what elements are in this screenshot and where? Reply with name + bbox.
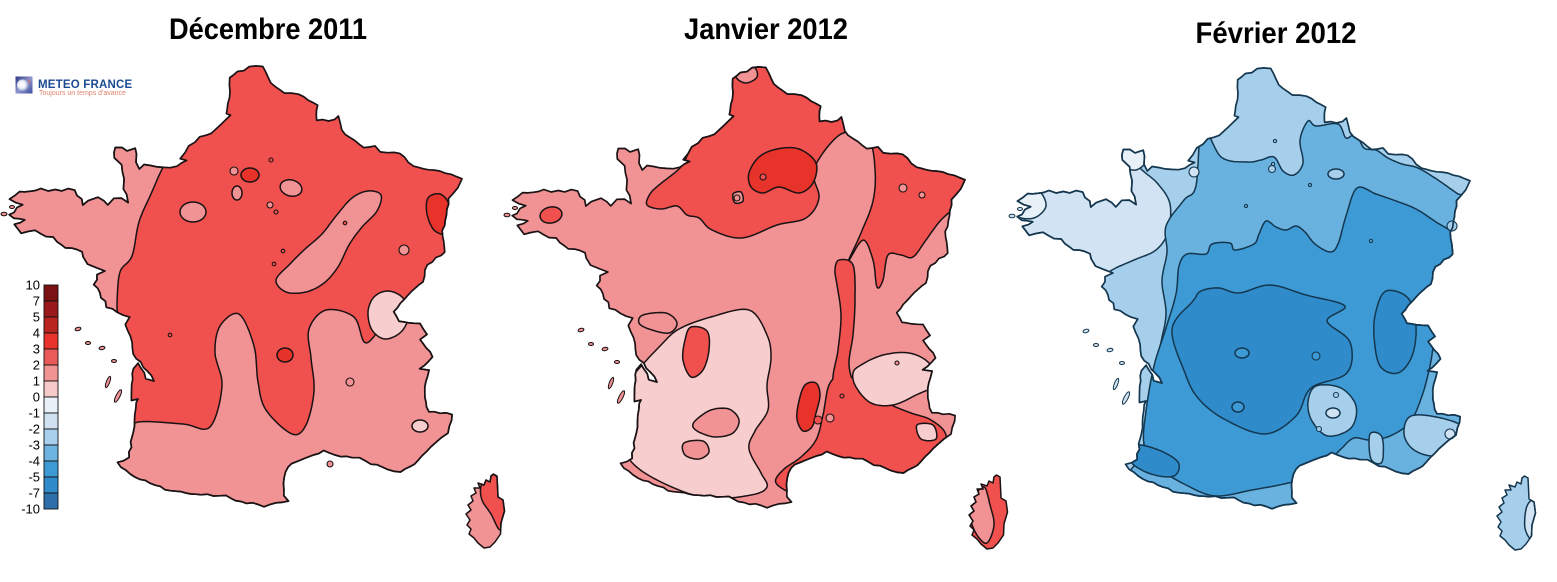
svg-text:Décembre 2011: Décembre 2011 — [169, 13, 367, 46]
svg-text:Toujours un temps d'avance: Toujours un temps d'avance — [39, 90, 126, 97]
svg-text:-2: -2 — [28, 422, 40, 437]
svg-text:METEO FRANCE: METEO FRANCE — [38, 79, 133, 91]
svg-text:-7: -7 — [28, 486, 40, 501]
svg-text:3: 3 — [33, 342, 40, 357]
svg-text:0: 0 — [33, 390, 40, 405]
svg-text:Février 2012: Février 2012 — [1196, 17, 1357, 50]
svg-text:7: 7 — [33, 294, 40, 309]
svg-text:4: 4 — [33, 326, 40, 341]
svg-text:Janvier 2012: Janvier 2012 — [684, 13, 848, 46]
svg-text:2: 2 — [33, 358, 40, 373]
svg-text:-5: -5 — [28, 470, 40, 485]
svg-text:-10: -10 — [21, 502, 40, 517]
svg-text:-3: -3 — [28, 438, 40, 453]
svg-text:-1: -1 — [28, 406, 40, 421]
svg-text:1: 1 — [33, 374, 40, 389]
svg-text:10: 10 — [26, 278, 40, 293]
svg-text:5: 5 — [33, 310, 40, 325]
svg-text:-4: -4 — [28, 454, 40, 469]
